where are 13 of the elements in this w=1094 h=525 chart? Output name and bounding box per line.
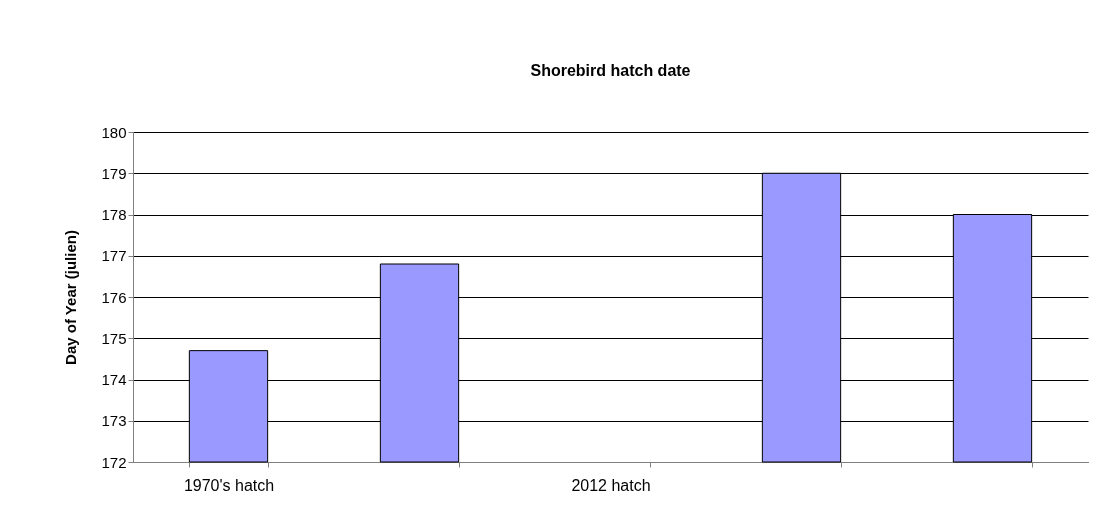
y-tick-label: 177 [101,247,127,265]
y-tick-label: 172 [101,453,127,471]
y-tick-label: 174 [101,371,127,388]
chart-title: Shorebird hatch date [530,62,691,79]
y-tick-label: 173 [101,412,127,430]
y-tick-label: 175 [101,329,127,347]
y-tick-label: 176 [101,288,127,306]
x-tick-label: 1970's hatch [183,476,275,494]
y-tick-label: 178 [101,206,127,223]
y-axis-title: Day of Year (julien) [62,230,80,365]
x-tick-label: 2012 hatch [571,476,651,494]
y-tick-label: 180 [101,123,127,141]
y-tick-label: 179 [101,164,127,182]
